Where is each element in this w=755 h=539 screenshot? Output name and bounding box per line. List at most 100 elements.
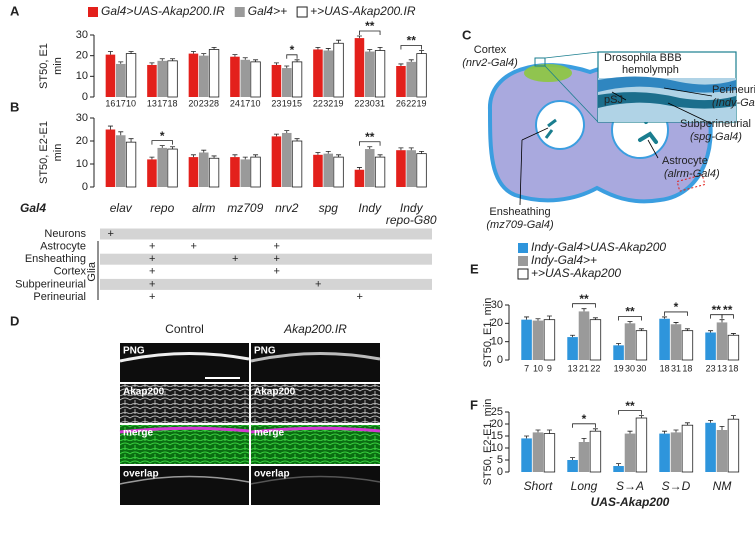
bar — [567, 460, 578, 472]
error-bar — [336, 154, 342, 158]
error-bar — [356, 35, 362, 39]
n-label: 18 — [168, 98, 178, 108]
table-row-label: Neurons — [44, 228, 86, 240]
n-label: 23 — [271, 98, 281, 108]
bar — [624, 323, 636, 360]
error-bar — [684, 422, 690, 426]
significance-bracket — [721, 314, 734, 319]
n-label: 9 — [547, 363, 552, 373]
micrograph-label: overlap — [123, 469, 159, 480]
error-bar — [232, 154, 238, 158]
micrograph-label: PNG — [254, 346, 276, 357]
diagram-label: Subperineurial — [680, 118, 751, 130]
panel-label: B — [10, 99, 19, 114]
y-axis-label: ST50, E1, min — [482, 298, 494, 368]
x-tick-label: Indy — [358, 201, 382, 215]
error-bar — [419, 150, 425, 154]
bar — [396, 66, 406, 97]
n-label: 26 — [396, 98, 406, 108]
bar — [416, 153, 427, 188]
error-bar — [107, 51, 113, 55]
table-header: Gal4 — [20, 201, 46, 215]
table-row-label: Ensheathing — [25, 253, 86, 265]
bar — [659, 318, 670, 360]
significance-label: ** — [407, 34, 417, 48]
significance-bracket — [359, 30, 381, 36]
error-bar — [546, 429, 552, 434]
error-bar — [581, 438, 587, 442]
n-label: 17 — [240, 98, 250, 108]
error-bar — [232, 54, 238, 57]
micrograph — [120, 343, 249, 382]
error-bar — [616, 343, 622, 346]
bar — [115, 63, 126, 97]
x-tick-label: NM — [713, 479, 732, 493]
legend-swatch — [296, 6, 308, 18]
x-tick-label-line: Indy — [400, 201, 424, 215]
n-label: 31 — [375, 98, 385, 108]
y-tick-label: 30 — [76, 29, 88, 41]
error-bar — [294, 138, 300, 141]
y-tick-label: 10 — [76, 158, 88, 170]
table-cell: + — [149, 278, 155, 290]
error-bar — [242, 57, 248, 60]
micrograph-column-label: Akap200.IR — [283, 322, 347, 336]
n-label: 13 — [147, 98, 157, 108]
bar — [188, 53, 199, 97]
y-tick-label: 0 — [82, 181, 88, 193]
error-bar — [662, 316, 668, 319]
table-row-label: Cortex — [54, 266, 87, 278]
n-label: 30 — [365, 98, 375, 108]
y-tick-label: 30 — [76, 112, 88, 124]
n-label: 22 — [354, 98, 364, 108]
error-bar — [273, 133, 279, 137]
diagram-label: (nrv2-Gal4) — [462, 57, 518, 69]
error-bar — [719, 319, 725, 323]
bar — [532, 432, 544, 472]
error-bar — [638, 415, 644, 418]
error-bar — [118, 61, 124, 64]
bar — [281, 68, 292, 97]
bar — [670, 324, 682, 360]
table-row-band — [100, 228, 432, 240]
table-row-band — [100, 253, 432, 265]
error-bar — [535, 318, 541, 321]
n-label: 19 — [417, 98, 427, 108]
bar — [323, 50, 334, 97]
error-bar — [627, 321, 633, 324]
error-bar — [253, 154, 259, 158]
significance-bracket — [286, 54, 298, 59]
error-bar — [315, 152, 321, 155]
significance-label: * — [290, 43, 295, 57]
bar — [198, 152, 209, 187]
error-bar — [546, 315, 552, 320]
bar — [578, 442, 590, 472]
x-tick-label: spg — [319, 201, 339, 215]
n-label: 10 — [126, 98, 136, 108]
bar — [323, 153, 334, 187]
diagram-label: (Indy-Gal4) — [712, 97, 755, 109]
n-label: 31 — [671, 363, 681, 373]
bar — [567, 337, 578, 360]
significance-bracket — [572, 423, 596, 428]
y-tick-label: 10 — [76, 70, 88, 82]
significance-label: * — [674, 300, 679, 314]
significance-bracket — [664, 311, 688, 316]
x-axis-label: UAS-Akap200 — [591, 495, 670, 509]
y-tick-label: 10 — [491, 336, 503, 348]
table-cell: + — [274, 241, 280, 253]
y-tick-label: 20 — [76, 50, 88, 62]
micrograph — [251, 466, 380, 505]
error-bar — [398, 147, 404, 151]
error-bar — [730, 333, 736, 336]
table-cell: + — [149, 241, 155, 253]
legend-swatch — [234, 7, 245, 17]
error-bar — [524, 435, 530, 439]
error-bar — [592, 428, 598, 432]
bar — [613, 345, 624, 360]
y-tick-label: 25 — [491, 406, 503, 418]
micrograph-label: Akap200 — [123, 387, 165, 398]
y-tick-label: 15 — [491, 430, 503, 442]
error-bar — [149, 62, 155, 65]
n-label: 17 — [116, 98, 126, 108]
